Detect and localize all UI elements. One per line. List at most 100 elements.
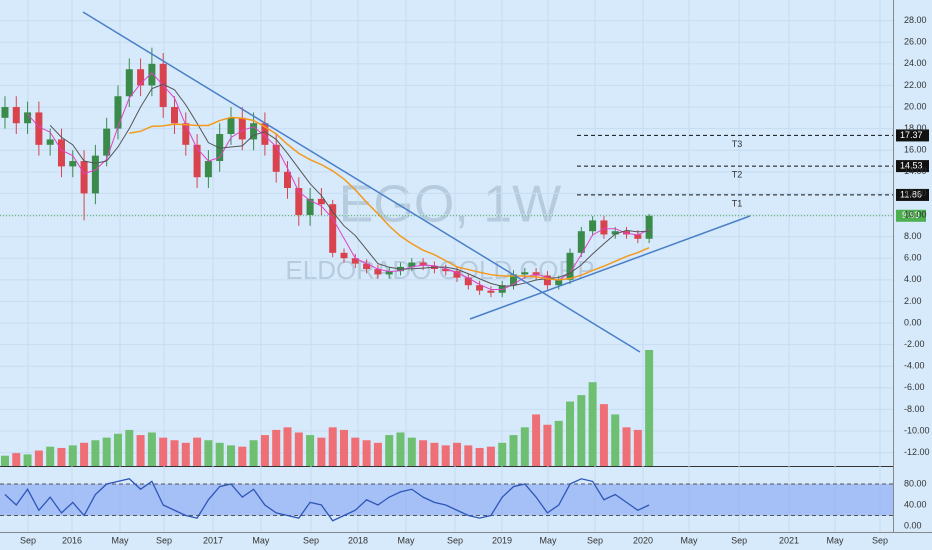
- trend-line: [82, 11, 641, 353]
- candle-body: [193, 144, 201, 178]
- candle-body: [125, 69, 133, 97]
- volume-bar: [91, 440, 100, 466]
- y-tick-label: 10.00: [904, 209, 927, 219]
- volume-bar: [464, 445, 473, 466]
- candle-body: [566, 252, 574, 280]
- x-tick-label: 2020: [633, 535, 653, 545]
- target-name: T1: [732, 198, 743, 208]
- candle-body: [510, 274, 518, 286]
- candle-body: [103, 128, 111, 156]
- candle-body: [645, 215, 653, 239]
- candle-body: [374, 269, 382, 275]
- x-tick-label: 2021: [779, 535, 799, 545]
- volume-bar: [102, 437, 111, 466]
- y-tick-label: 18.00: [904, 123, 927, 133]
- candle-body: [600, 220, 608, 235]
- stoch-tick-label: 0.00: [904, 520, 922, 530]
- volume-bar: [577, 395, 586, 466]
- y-tick-label: 26.00: [904, 37, 927, 47]
- y-tick-label: 4.00: [904, 274, 922, 284]
- volume-bar: [385, 435, 394, 466]
- volume-bar: [193, 437, 202, 466]
- y-tick-label: 0.00: [904, 317, 922, 327]
- volume-bar: [475, 447, 484, 466]
- stoch-band: [0, 484, 893, 516]
- volume-bar: [351, 437, 360, 466]
- volume-bar: [170, 440, 179, 466]
- candle-body: [272, 144, 280, 172]
- candle-body: [91, 155, 99, 194]
- volume-bar: [633, 429, 642, 466]
- candle-body: [261, 123, 269, 145]
- volume-bar: [306, 435, 315, 466]
- volume-bar: [204, 440, 213, 466]
- volume-bar: [12, 453, 21, 466]
- volume-bar: [611, 414, 620, 466]
- volume-bar: [396, 432, 405, 466]
- y-tick-label: 6.00: [904, 253, 922, 263]
- y-tick-label: -8.00: [904, 404, 925, 414]
- volume-bar: [34, 450, 43, 466]
- volume-bar: [0, 455, 9, 466]
- volume-bar: [588, 382, 597, 466]
- volume-bar: [566, 401, 575, 466]
- volume-bar: [46, 446, 55, 466]
- y-tick-label: 16.00: [904, 145, 927, 155]
- volume-bar: [509, 435, 518, 466]
- y-tick-label: -4.00: [904, 361, 925, 371]
- last-price-label: 9.93: [902, 210, 920, 220]
- candle-body: [521, 272, 529, 275]
- price-tag-label: 17.37: [900, 130, 923, 140]
- candle-body: [24, 112, 32, 124]
- candle-body: [148, 63, 156, 86]
- volume-bar: [125, 429, 134, 466]
- volume-bar: [80, 442, 89, 466]
- volume-bar: [113, 433, 122, 466]
- trend-line: [469, 215, 751, 320]
- volume-bar: [453, 442, 462, 466]
- volume-bar: [498, 442, 507, 466]
- candle-body: [442, 269, 450, 272]
- candle-body: [419, 262, 427, 266]
- candle-body: [555, 279, 563, 286]
- volume-bar: [260, 435, 269, 466]
- x-tick-label: 2016: [62, 535, 82, 545]
- volume-bar: [328, 427, 337, 466]
- y-tick-label: 14.00: [904, 166, 927, 176]
- volume-bar: [486, 446, 495, 466]
- volume-bar: [407, 437, 416, 466]
- y-tick-label: 28.00: [904, 15, 927, 25]
- candle-body: [238, 117, 246, 140]
- volume-bar: [159, 437, 168, 466]
- volume-bar: [362, 440, 371, 466]
- x-tick-label: 2017: [203, 535, 223, 545]
- stoch-tick-label: 40.00: [904, 499, 927, 509]
- moving-average: [27, 72, 650, 291]
- candle-body: [12, 107, 20, 124]
- candle-body: [340, 252, 348, 259]
- candle-body: [46, 139, 54, 145]
- candle-body: [35, 112, 43, 145]
- volume-bar: [283, 427, 292, 466]
- volume-bar: [317, 437, 326, 466]
- candle-body: [137, 69, 145, 86]
- x-tick-label: 2018: [348, 535, 368, 545]
- candle-body: [363, 263, 371, 270]
- stoch-line: [4, 478, 650, 522]
- y-tick-label: -10.00: [904, 425, 930, 435]
- volume-bar: [622, 427, 631, 466]
- volume-bar: [520, 427, 529, 466]
- x-tick-label: Sep: [447, 535, 463, 545]
- x-tick-label: Sep: [587, 535, 603, 545]
- price-tag-label: 14.53: [900, 160, 923, 170]
- x-tick-label: Sep: [303, 535, 319, 545]
- y-tick-label: -12.00: [904, 447, 930, 457]
- volume-bar: [419, 440, 428, 466]
- candle-body: [1, 107, 9, 118]
- x-tick-label: May: [539, 535, 557, 545]
- volume-bar: [226, 445, 235, 466]
- candle-body: [227, 117, 235, 135]
- candle-body: [351, 258, 359, 264]
- volume-bar: [543, 424, 552, 466]
